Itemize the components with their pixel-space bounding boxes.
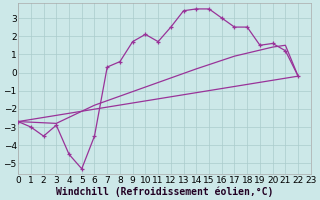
X-axis label: Windchill (Refroidissement éolien,°C): Windchill (Refroidissement éolien,°C) [56,186,273,197]
